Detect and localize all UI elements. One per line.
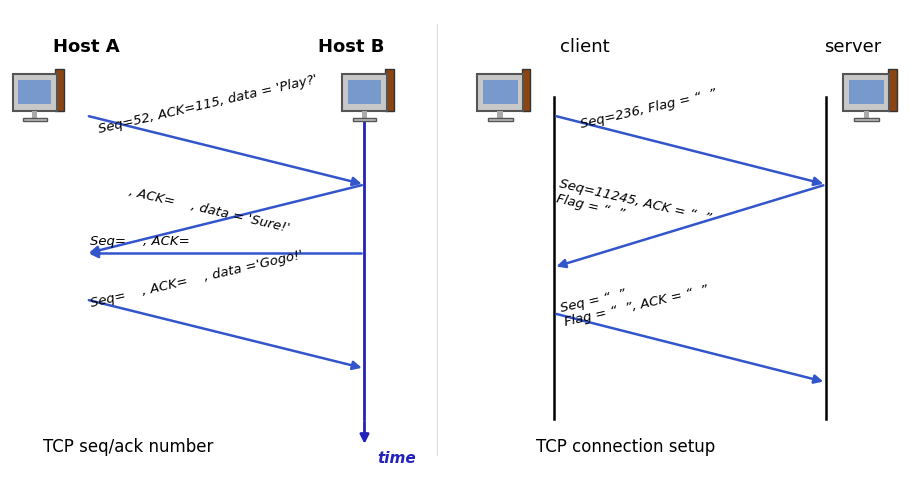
Bar (522, 68, 530, 111)
Bar (864, 111, 869, 117)
Text: Seq = “  ”
Flag = “  ”, ACK = “  ”: Seq = “ ” Flag = “ ”, ACK = “ ” (559, 269, 709, 329)
Text: Seq=52, ACK=115, data = 'Play?': Seq=52, ACK=115, data = 'Play?' (97, 72, 319, 136)
Text: Seq=11245, ACK = “  ”
Flag = “  ”: Seq=11245, ACK = “ ” Flag = “ ” (555, 178, 712, 240)
Text: Host A: Host A (53, 38, 119, 56)
FancyBboxPatch shape (13, 74, 57, 111)
FancyBboxPatch shape (849, 80, 884, 103)
FancyBboxPatch shape (18, 80, 52, 103)
Bar (497, 111, 503, 117)
Text: Seq=236, Flag = “  ”: Seq=236, Flag = “ ” (579, 87, 718, 131)
FancyBboxPatch shape (348, 80, 381, 103)
FancyBboxPatch shape (343, 74, 387, 111)
Bar (23, 117, 46, 121)
Bar (887, 68, 896, 111)
FancyBboxPatch shape (477, 74, 523, 111)
Text: time: time (377, 451, 416, 466)
Text: Seq=    , ACK=: Seq= , ACK= (90, 236, 190, 249)
FancyBboxPatch shape (483, 80, 517, 103)
Bar (32, 111, 37, 117)
FancyBboxPatch shape (843, 74, 889, 111)
Text: TCP connection setup: TCP connection setup (536, 438, 715, 456)
Bar (56, 68, 64, 111)
Bar (487, 117, 513, 121)
Bar (854, 117, 879, 121)
Bar (353, 117, 376, 121)
Bar (362, 111, 367, 117)
Text: server: server (824, 38, 882, 56)
Text: Host B: Host B (319, 38, 384, 56)
Text: TCP seq/ack number: TCP seq/ack number (44, 438, 214, 456)
Text: , ACK=    , data = 'Sure!': , ACK= , data = 'Sure!' (128, 185, 291, 235)
Bar (385, 68, 394, 111)
Text: client: client (560, 38, 609, 56)
Text: Seq=    , ACK=    , data ='Gogo!': Seq= , ACK= , data ='Gogo!' (89, 249, 304, 310)
